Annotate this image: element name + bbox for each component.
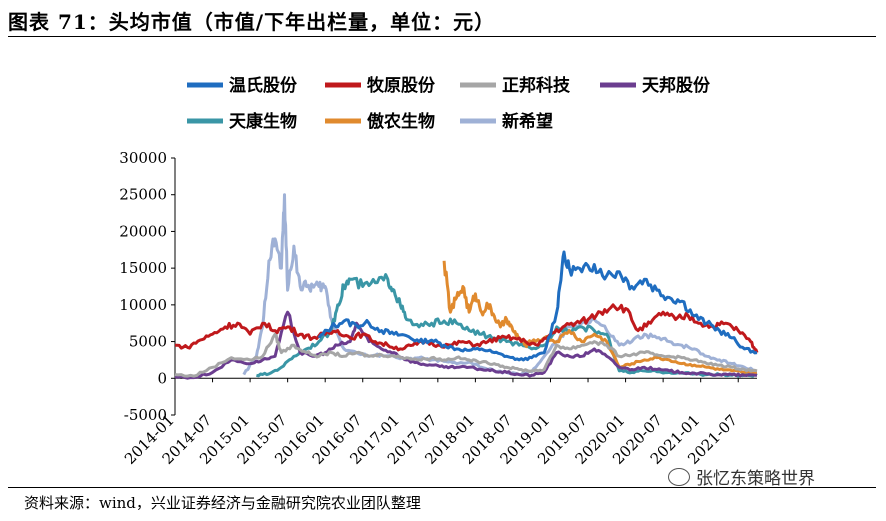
y-tick-label: 20000 xyxy=(119,222,167,240)
series-line xyxy=(174,310,758,380)
watermark: 张忆东策略世界 xyxy=(668,464,815,489)
y-tick-label: -5000 xyxy=(124,406,167,424)
legend-label: 天邦股份 xyxy=(642,75,711,96)
y-tick-label: 5000 xyxy=(129,333,167,351)
title-divider xyxy=(8,36,876,37)
series-line xyxy=(174,332,758,378)
series-line xyxy=(242,193,758,377)
legend-label: 天康生物 xyxy=(229,111,297,132)
legend-label: 牧原股份 xyxy=(367,75,436,96)
series-line xyxy=(317,250,758,362)
chart-title: 图表 71：头均市值（市值/下年出栏量，单位：元） xyxy=(8,10,496,34)
chart-axes: -50000500010000150002000025000300002014-… xyxy=(119,149,757,468)
y-tick-label: 10000 xyxy=(119,296,167,314)
series-line xyxy=(256,273,758,378)
source-note: 资料来源：wind，兴业证券经济与金融研究院农业团队整理 xyxy=(24,494,421,512)
legend-label: 温氏股份 xyxy=(229,75,298,96)
series-line xyxy=(442,260,757,376)
chart-series xyxy=(174,193,759,380)
y-tick-label: 0 xyxy=(157,369,167,387)
legend-label: 新希望 xyxy=(502,111,553,132)
legend-label: 傲农生物 xyxy=(367,111,435,132)
source-divider xyxy=(8,487,876,488)
legend-label: 正邦科技 xyxy=(502,75,571,96)
series-line xyxy=(175,303,759,354)
wechat-icon xyxy=(668,467,690,486)
y-tick-label: 25000 xyxy=(119,186,167,204)
watermark-text: 张忆东策略世界 xyxy=(696,469,815,489)
y-tick-label: 15000 xyxy=(119,259,167,277)
y-tick-label: 30000 xyxy=(119,149,167,167)
